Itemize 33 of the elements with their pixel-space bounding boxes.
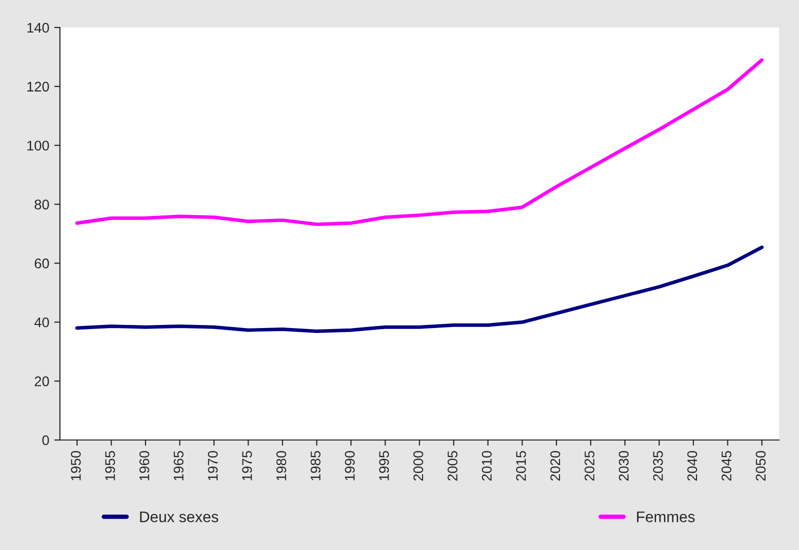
- x-tick-label: 2020: [550, 450, 560, 481]
- x-tick-label: 2005: [448, 450, 458, 481]
- y-tick-label: 20: [34, 376, 49, 386]
- line-series: [75, 58, 764, 226]
- x-tick-label: 2010: [482, 450, 492, 481]
- x-tick-label: 1980: [276, 450, 286, 480]
- y-tick-label: 80: [34, 200, 49, 210]
- x-tick-label: 1955: [105, 450, 116, 480]
- x-tick-label: 2025: [584, 450, 594, 481]
- line-series: [75, 246, 764, 334]
- x-tick-label: 1960: [139, 450, 150, 480]
- x-tick-label: 2040: [687, 450, 698, 481]
- x-tick-label: 1985: [310, 450, 320, 480]
- legend-label: Deux sexes: [140, 512, 218, 522]
- x-tick-label: 1990: [344, 450, 355, 480]
- y-tick-label: 140: [27, 22, 49, 33]
- x-tick-label: 1970: [208, 450, 218, 480]
- x-tick-label: 2045: [722, 450, 732, 481]
- y-tick-label: 100: [27, 140, 49, 151]
- x-tick-label: 2035: [653, 450, 663, 481]
- x-tick-label: 2050: [756, 450, 766, 481]
- x-tick-label: 1995: [379, 450, 389, 480]
- legend-label: Femmes: [637, 512, 695, 522]
- x-tick-label: 2030: [618, 450, 629, 481]
- x-tick-label: 1950: [70, 450, 81, 480]
- y-tick-label: 0: [42, 435, 49, 446]
- y-tick-label: 60: [34, 258, 49, 268]
- x-tick-label: 1975: [242, 450, 252, 480]
- x-tick-label: 2015: [516, 450, 526, 481]
- y-tick-label: 40: [34, 317, 49, 328]
- y-tick-label: 120: [27, 82, 49, 92]
- x-tick-label: 2000: [413, 450, 424, 481]
- x-tick-label: 1965: [174, 450, 184, 480]
